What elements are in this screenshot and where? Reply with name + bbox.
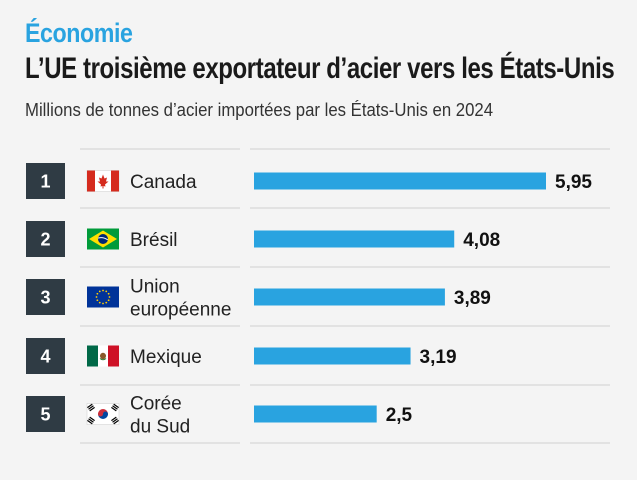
- country-label: du Sud: [130, 417, 190, 438]
- bar: [254, 288, 445, 306]
- rank-box: [26, 338, 65, 374]
- value-label: 5,95: [555, 172, 592, 193]
- flag-canada-icon: [86, 170, 120, 192]
- bar: [254, 405, 377, 423]
- flag-brazil-icon: [87, 228, 119, 250]
- rank-number: 3: [40, 288, 50, 308]
- rank-box: [26, 396, 65, 432]
- flag-mexico-icon: [87, 345, 119, 367]
- kicker: Économie: [25, 18, 133, 48]
- flag-south-korea-icon: [86, 403, 120, 425]
- country-label: européenne: [130, 300, 231, 321]
- country-label: Corée: [130, 394, 182, 415]
- value-label: 4,08: [463, 230, 500, 251]
- flag-eu-icon: [87, 286, 119, 308]
- value-label: 3,19: [420, 347, 457, 368]
- country-label: Mexique: [130, 347, 202, 368]
- bar: [254, 230, 455, 248]
- rank-box: [26, 163, 65, 199]
- bar: [254, 172, 546, 190]
- country-label: Canada: [130, 172, 197, 193]
- rank-number: 5: [40, 405, 50, 425]
- bar: [254, 347, 411, 365]
- country-label: Brésil: [130, 230, 178, 251]
- rank-number: 4: [40, 347, 50, 367]
- value-label: 3,89: [454, 288, 491, 309]
- chart-title: L’UE troisième exportateur d’acier vers …: [25, 52, 615, 85]
- rank-box: [26, 279, 65, 315]
- value-label: 2,5: [386, 405, 413, 426]
- country-label: Union: [130, 277, 180, 298]
- rank-box: [26, 221, 65, 257]
- chart-subtitle: Millions de tonnes d’acier importées par…: [25, 100, 494, 120]
- rank-number: 1: [40, 172, 50, 192]
- rank-number: 2: [40, 230, 50, 250]
